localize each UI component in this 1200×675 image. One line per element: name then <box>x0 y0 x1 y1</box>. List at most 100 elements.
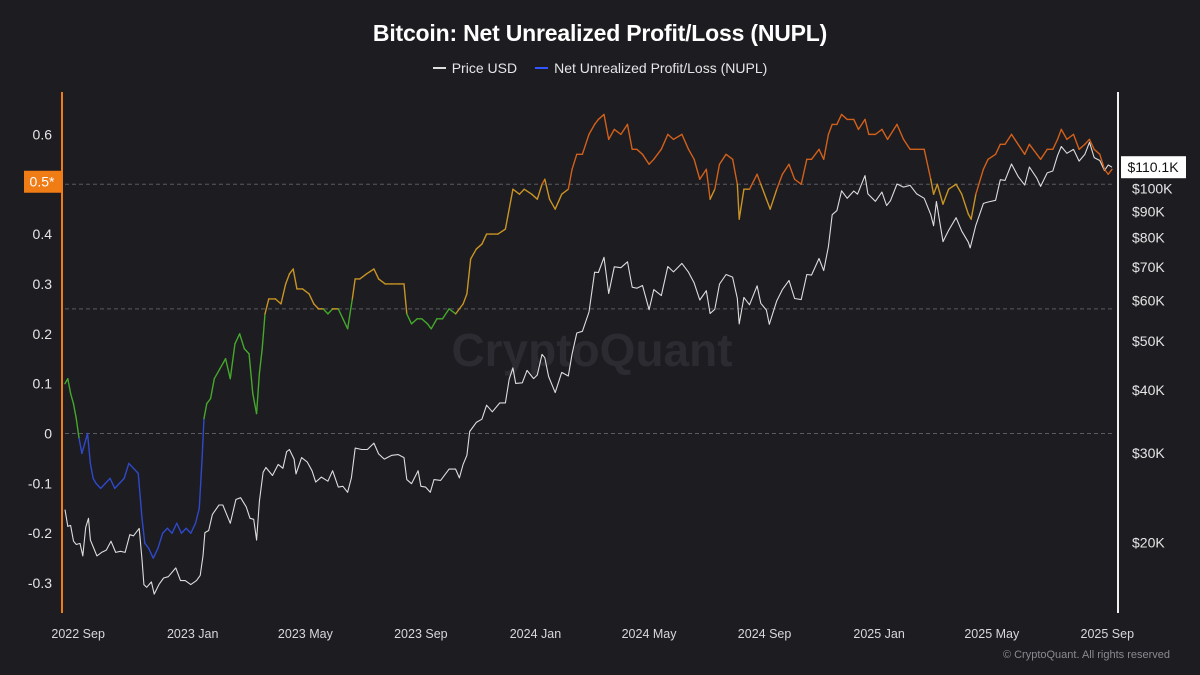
right-tick-label: $30K <box>1132 445 1165 461</box>
nupl-segment <box>403 283 408 315</box>
nupl-segment <box>441 308 450 320</box>
nupl-segment <box>653 148 662 161</box>
nupl-segment <box>72 402 77 420</box>
legend-item-nupl[interactable]: Net Unrealized Profit/Loss (NUPL) <box>535 60 767 76</box>
nupl-segment <box>337 308 344 320</box>
chart-title: Bitcoin: Net Unrealized Profit/Loss (NUP… <box>372 20 828 46</box>
nupl-segment <box>176 522 183 534</box>
nupl-segment <box>672 133 683 141</box>
nupl-segment <box>284 273 291 285</box>
nupl-segment <box>359 273 368 280</box>
nupl-segment <box>982 158 989 170</box>
nupl-segment <box>530 193 539 200</box>
nupl-segment <box>430 318 438 330</box>
nupl-segment <box>970 193 977 220</box>
nupl-segment <box>1084 138 1091 146</box>
nupl-segment <box>687 148 695 161</box>
right-tick-label: $40K <box>1132 382 1165 398</box>
x-tick-label: 2025 Jan <box>853 627 904 641</box>
nupl-segment <box>466 258 472 295</box>
price-series-line <box>64 141 1113 595</box>
nupl-segment <box>342 318 349 330</box>
nupl-segment <box>636 148 644 156</box>
nupl-segment <box>561 188 570 195</box>
nupl-segment <box>166 527 173 534</box>
nupl-segment <box>581 133 590 156</box>
nupl-segment <box>1078 143 1086 151</box>
nupl-segment <box>454 303 464 315</box>
nupl-segment <box>448 308 457 315</box>
left-tick-label: -0.3 <box>28 575 52 591</box>
nupl-segment <box>620 123 629 136</box>
nupl-segment <box>209 377 216 400</box>
nupl-segment <box>681 133 690 151</box>
nupl-segment <box>92 477 97 485</box>
nupl-segment <box>243 348 250 355</box>
nupl-segment <box>748 173 758 190</box>
nupl-segment <box>987 153 997 161</box>
nupl-segment <box>161 527 169 534</box>
nupl-segment <box>114 482 121 490</box>
nupl-segment <box>365 268 375 275</box>
left-tick-label: 0 <box>44 426 52 442</box>
nupl-segment <box>886 123 898 141</box>
nupl-segment <box>800 158 808 185</box>
nupl-segment <box>504 208 510 230</box>
nupl-segment <box>793 178 802 185</box>
x-tick-label: 2023 Jan <box>167 627 218 641</box>
nupl-segment <box>781 163 790 175</box>
nupl-segment <box>152 547 159 559</box>
nupl-segment <box>75 417 80 440</box>
x-tick-label: 2025 May <box>964 627 1020 641</box>
nupl-segment <box>346 298 354 330</box>
legend-label-nupl: Net Unrealized Profit/Loss (NUPL) <box>554 60 768 76</box>
nupl-segment <box>1017 143 1026 156</box>
nupl-segment <box>1103 168 1109 175</box>
nupl-segment <box>219 358 227 370</box>
nupl-segment <box>255 372 261 415</box>
nupl-segment <box>760 183 768 200</box>
nupl-segment <box>308 293 315 305</box>
nupl-segment <box>261 313 266 350</box>
nupl-segment <box>194 507 200 524</box>
nupl-segment <box>1093 148 1101 156</box>
nupl-segment <box>769 188 778 210</box>
nupl-segment <box>994 143 1001 156</box>
nupl-segment <box>481 233 488 245</box>
nupl-segment <box>123 462 130 480</box>
legend-item-price[interactable]: Price USD <box>432 60 517 76</box>
x-tick-label: 2024 May <box>622 627 678 641</box>
copyright-text: © CryptoQuant. All rights reserved <box>1002 649 1170 661</box>
nupl-segment <box>95 482 102 490</box>
nupl-segment <box>128 462 135 470</box>
nupl-segment <box>104 477 111 485</box>
nupl-segment <box>89 462 94 480</box>
nupl-segment <box>248 353 254 395</box>
nupl-segment <box>857 118 866 131</box>
nupl-segment <box>693 158 701 180</box>
right-tick-label: $80K <box>1132 229 1165 245</box>
nupl-segment <box>597 113 605 121</box>
nupl-segment <box>185 527 192 534</box>
nupl-segment <box>567 168 573 190</box>
nupl-segment <box>788 163 796 180</box>
nupl-segment <box>648 158 655 165</box>
current-price-label: $110.1K <box>1127 159 1179 175</box>
left-tick-label: -0.2 <box>28 525 52 541</box>
nupl-segment <box>818 148 825 161</box>
nupl-segment <box>641 153 650 165</box>
nupl-segment <box>81 442 86 455</box>
nupl-segment <box>137 472 143 519</box>
nupl-segment <box>351 278 356 300</box>
nupl-segment <box>613 128 622 136</box>
nupl-segment <box>705 168 711 200</box>
nupl-segment <box>410 318 418 325</box>
nupl-segment <box>1066 133 1075 141</box>
nupl-segment <box>69 392 75 405</box>
nupl-segment <box>714 163 721 190</box>
nupl-segment <box>810 148 820 161</box>
nupl-segment <box>699 168 708 180</box>
x-tick-label: 2024 Sep <box>738 627 792 641</box>
nupl-segment <box>1023 143 1031 156</box>
